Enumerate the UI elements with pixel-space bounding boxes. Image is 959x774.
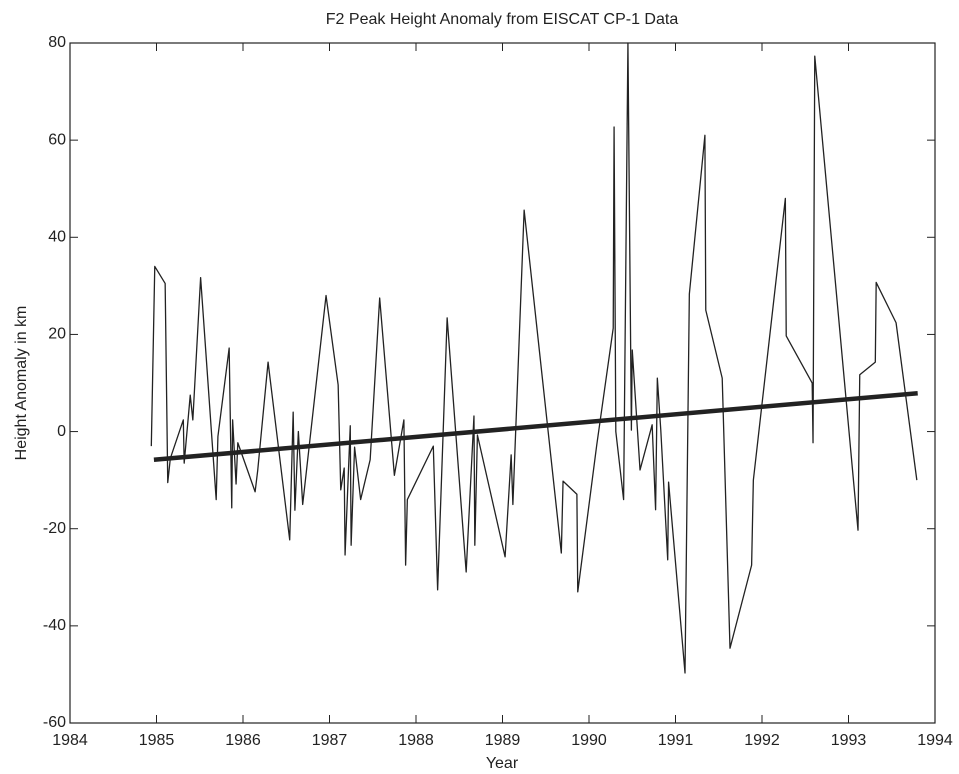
y-tick-label: -20: [43, 520, 66, 537]
x-tick-label: 1984: [52, 732, 88, 749]
x-tick-label: 1986: [225, 732, 261, 749]
y-tick-label: 20: [48, 326, 66, 343]
plot-frame: [69, 42, 936, 724]
x-tick-label: 1993: [831, 732, 867, 749]
x-axis-label: Year: [486, 755, 519, 772]
y-tick-label: -60: [43, 714, 66, 731]
y-tick-label: 60: [48, 131, 66, 148]
x-tick-label: 1994: [917, 732, 953, 749]
x-tick-label: 1989: [485, 732, 521, 749]
x-tick-label: 1987: [312, 732, 348, 749]
y-tick-label: 40: [48, 229, 66, 246]
data-line: [153, 390, 918, 462]
chart-title: F2 Peak Height Anomaly from EISCAT CP-1 …: [326, 11, 679, 28]
x-tick-label: 1992: [744, 732, 780, 749]
y-tick-label: 80: [48, 34, 66, 51]
y-tick-label: 0: [57, 423, 66, 440]
data-line: [150, 42, 918, 674]
x-tick-label: 1988: [398, 732, 434, 749]
y-axis-label: Height Anomaly in km: [13, 306, 30, 461]
x-tick-label: 1985: [139, 732, 175, 749]
y-tick-label: -40: [43, 617, 66, 634]
x-tick-label: 1990: [571, 732, 607, 749]
x-tick-label: 1991: [658, 732, 694, 749]
